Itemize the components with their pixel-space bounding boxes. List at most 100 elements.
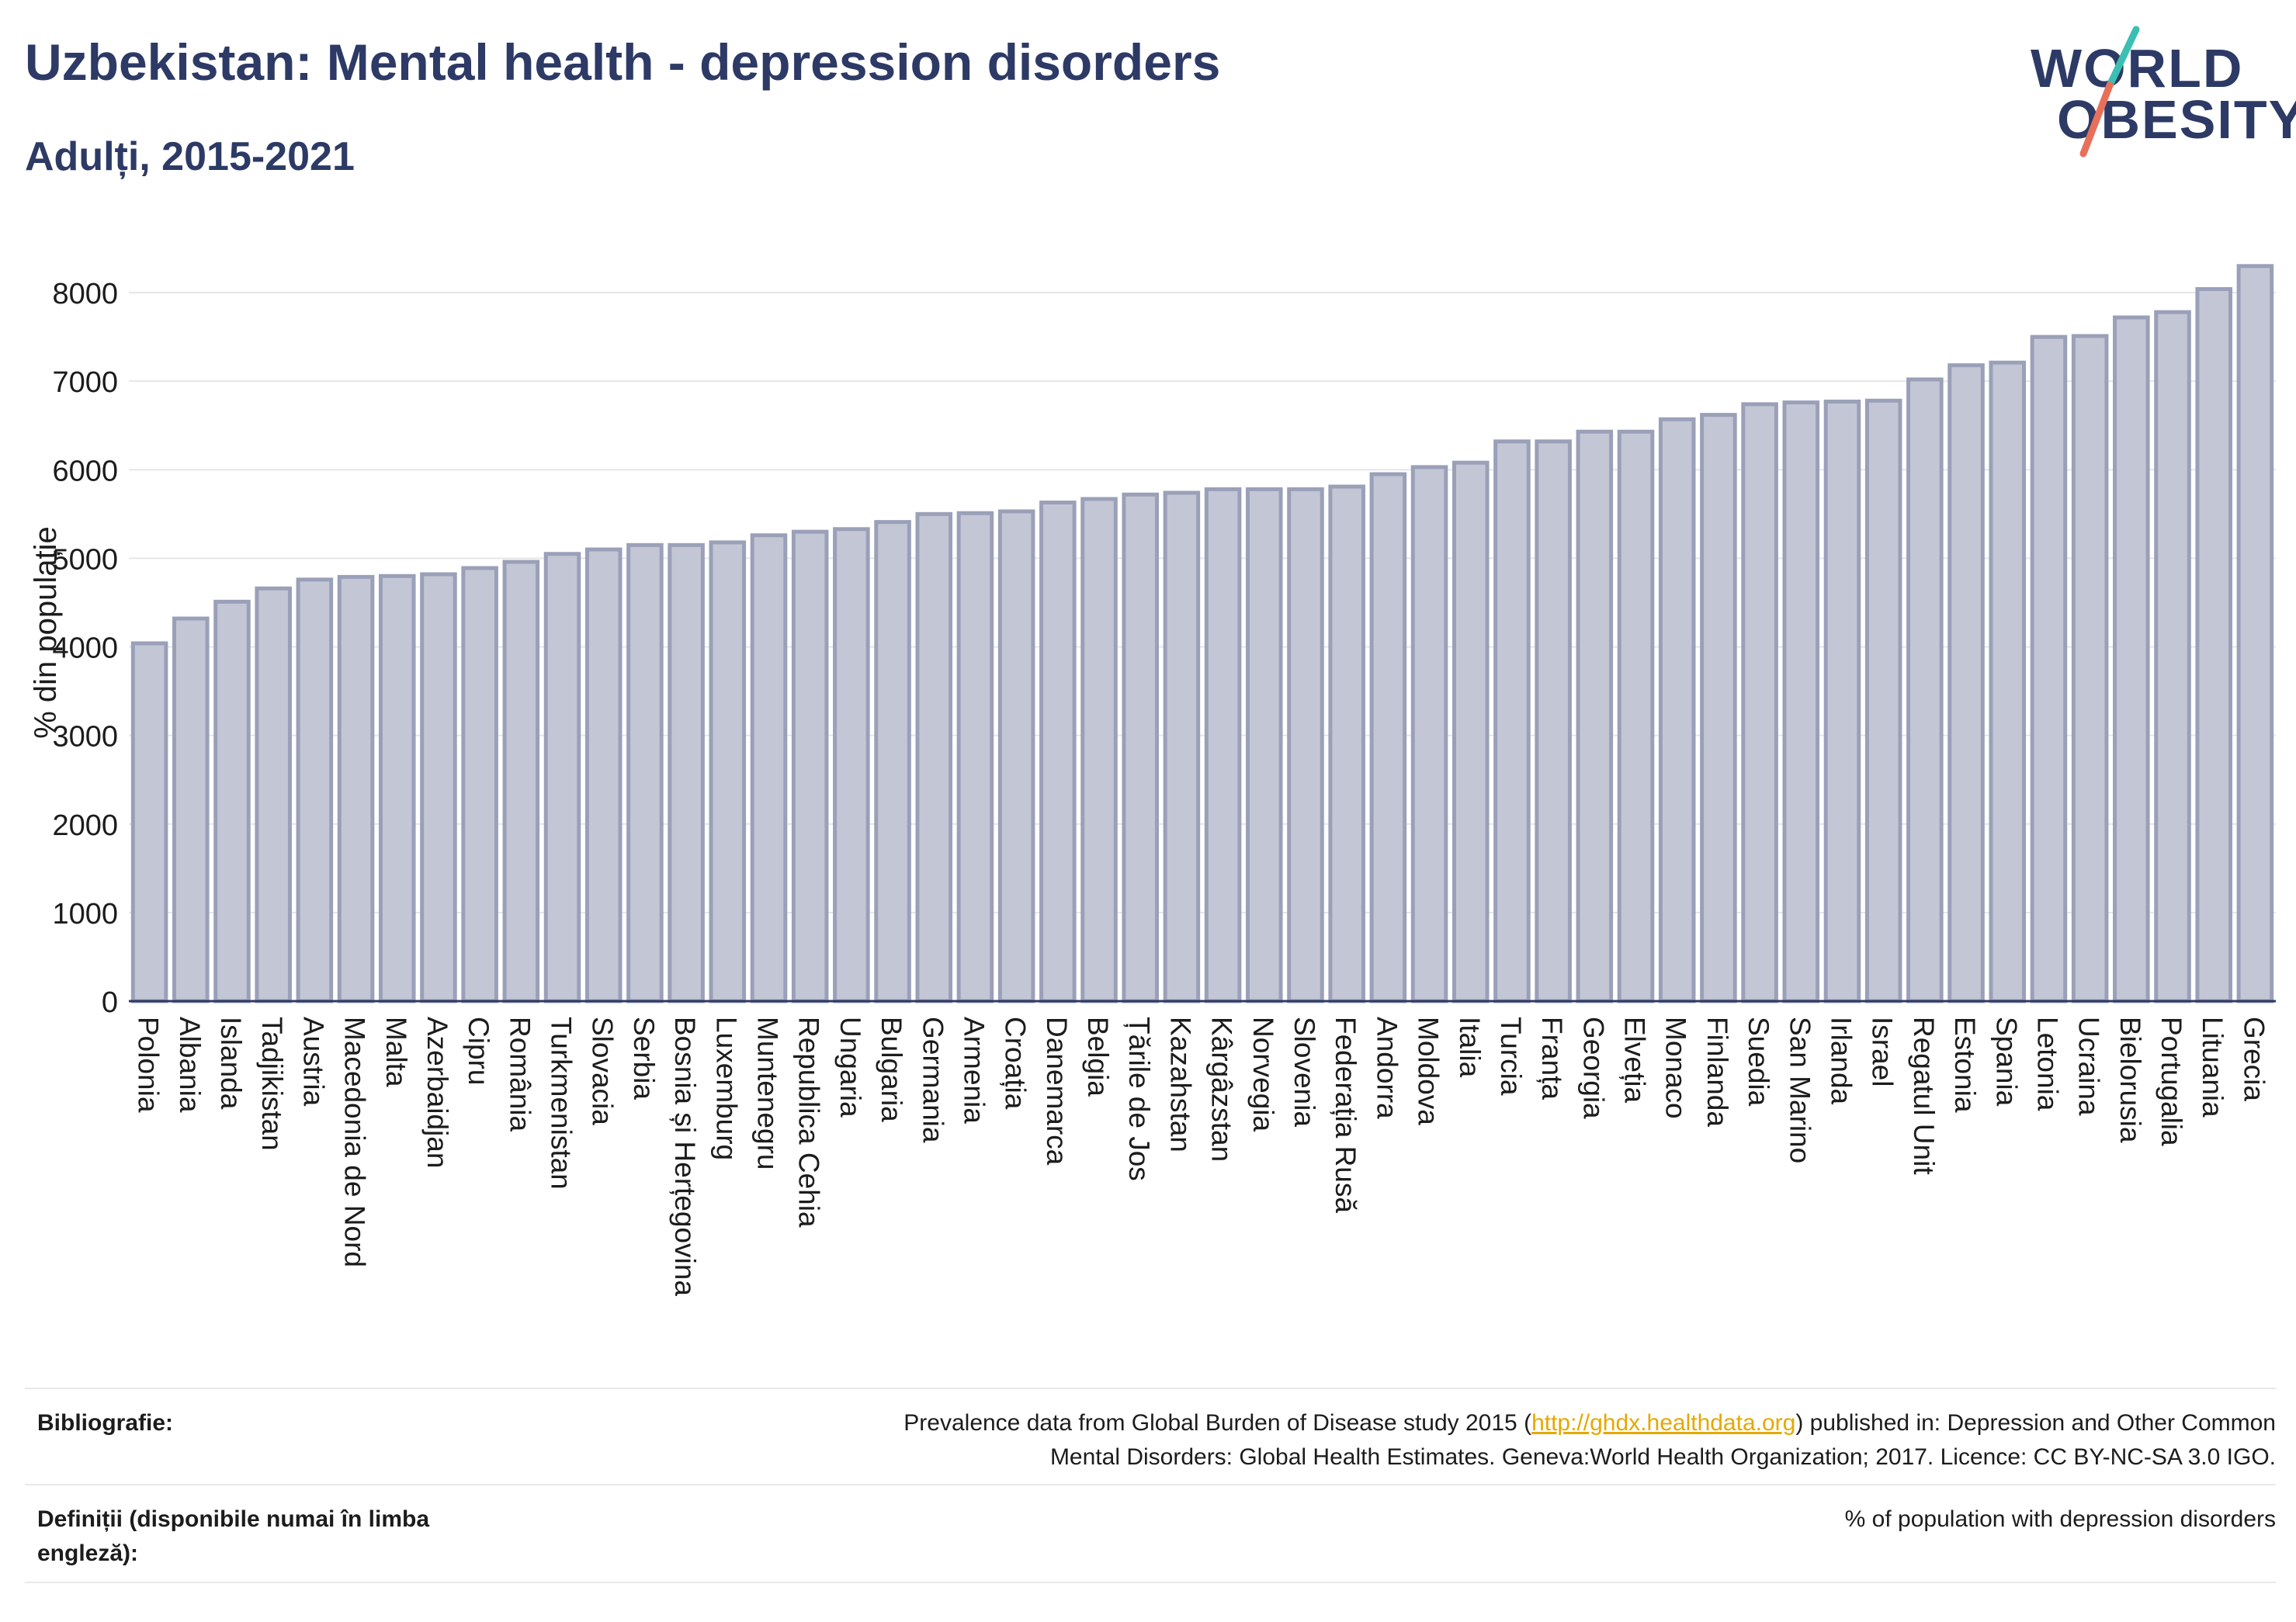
bar	[626, 542, 664, 1003]
bar	[255, 586, 292, 1003]
bar	[1576, 429, 1614, 1003]
y-tick-label: 1000	[52, 898, 118, 931]
definitions-label: Definiții (disponibile numai în limba en…	[37, 1502, 534, 1571]
bibliography-link[interactable]: http://ghdx.healthdata.org	[1531, 1410, 1796, 1436]
bar	[296, 577, 334, 1003]
x-tick-label: Elveția	[1619, 1017, 1651, 1103]
bibliography-label: Bibliografie:	[37, 1410, 174, 1436]
x-tick-label: Cipru	[463, 1017, 494, 1085]
x-tick-label: Bulgaria	[876, 1017, 907, 1122]
bar	[956, 511, 994, 1003]
bar	[2236, 264, 2274, 1003]
x-tick-label: Suedia	[1743, 1017, 1774, 1107]
bar	[709, 540, 747, 1003]
bar	[1782, 400, 1820, 1003]
x-tick-label: Tadjikistan	[256, 1017, 288, 1151]
bar	[1287, 487, 1324, 1003]
bibliography-pre: Prevalence data from Global Burden of Di…	[903, 1410, 1532, 1436]
x-tick-label: Azerbaidjan	[421, 1017, 453, 1168]
logo-line-1: WORLD	[2031, 38, 2244, 99]
bar	[420, 572, 457, 1003]
x-tick-label: Islanda	[215, 1017, 247, 1110]
x-tick-label: Slovacia	[587, 1017, 619, 1125]
bar	[1864, 398, 1902, 1003]
x-tick-label: Slovenia	[1288, 1017, 1320, 1127]
logo-slash-icon	[2079, 26, 2140, 158]
x-tick-label: Moldova	[1413, 1017, 1445, 1125]
bar	[378, 574, 416, 1003]
bar	[833, 527, 870, 1003]
bar	[2113, 315, 2150, 1003]
bibliography-post-1: ) published in: Depression and Other Com…	[1795, 1410, 2276, 1436]
y-tick-label: 8000	[52, 278, 118, 310]
bar	[543, 552, 581, 1003]
x-tick-label: Kazahstan	[1164, 1017, 1196, 1152]
x-tick-label: Georgia	[1577, 1017, 1609, 1119]
definitions-row: Definiții (disponibile numai în limba en…	[25, 1502, 2276, 1588]
bar	[1823, 399, 1861, 1003]
chart-bars	[130, 264, 2274, 1003]
bar	[2030, 334, 2068, 1003]
bibliography-row: Bibliografie: Prevalence data from Globa…	[25, 1406, 2276, 1492]
page-title: Uzbekistan: Mental health - depression d…	[25, 33, 1221, 91]
x-tick-label: Estonia	[1949, 1017, 1981, 1113]
x-tick-label: Monaco	[1660, 1017, 1692, 1119]
x-tick-label: Serbia	[628, 1017, 660, 1100]
bar	[1989, 360, 2027, 1003]
x-tick-label: Kârgâzstan	[1206, 1017, 1238, 1162]
x-tick-label: Danemarca	[1041, 1017, 1073, 1166]
x-tick-label: Luxemburg	[710, 1017, 742, 1160]
bar	[213, 599, 251, 1003]
bar	[502, 560, 540, 1003]
y-tick-label: 5000	[52, 543, 118, 576]
bar	[1122, 492, 1159, 1003]
y-axis-label: % din populație	[29, 526, 63, 739]
x-tick-label: Armenia	[958, 1017, 990, 1124]
bar	[1617, 429, 1655, 1003]
bar	[1410, 465, 1448, 1003]
x-tick-label: Norvegia	[1247, 1017, 1279, 1132]
x-tick-label: Austria	[297, 1017, 329, 1107]
definitions-label-line-2: engleză):	[37, 1541, 139, 1566]
bar	[750, 533, 788, 1003]
y-tick-label: 7000	[52, 366, 118, 399]
bar	[1039, 501, 1077, 1003]
x-tick-label: Turcia	[1495, 1017, 1527, 1096]
x-tick-label: Țările de Jos	[1123, 1017, 1155, 1181]
x-tick-label: Federația Rusă	[1330, 1017, 1361, 1213]
x-tick-label: Portugalia	[2156, 1017, 2187, 1146]
y-tick-label: 2000	[52, 809, 118, 842]
bar	[1080, 497, 1118, 1003]
bar	[997, 509, 1035, 1003]
bar	[1369, 472, 1407, 1003]
x-tick-label: Andorra	[1371, 1017, 1403, 1119]
bibliography-post-2: Mental Disorders: Global Health Estimate…	[1049, 1444, 2276, 1470]
bar	[130, 641, 168, 1003]
x-tick-label: Macedonia de Nord	[339, 1017, 371, 1267]
bar	[1658, 417, 1696, 1003]
footer-divider-bottom	[25, 1582, 2276, 1583]
bar	[1163, 490, 1201, 1003]
x-tick-label: Finlanda	[1701, 1017, 1733, 1127]
bar	[668, 542, 705, 1003]
bar	[2071, 334, 2109, 1003]
x-tick-label: Ungaria	[834, 1017, 866, 1118]
x-tick-label: Bielorusia	[2114, 1017, 2146, 1143]
x-tick-label: Irlanda	[1825, 1017, 1857, 1105]
bar	[461, 566, 498, 1003]
definitions-text: % of population with depression disorder…	[1844, 1506, 2276, 1532]
bar	[1741, 402, 1778, 1003]
bar-chart: 0 1000 2000 3000 4000 5000 6000 7000 8000 Poloni…	[29, 264, 2276, 1296]
x-tick-label: Ucraina	[2073, 1017, 2105, 1116]
bar	[1535, 439, 1572, 1003]
x-tick-label: Belgia	[1082, 1017, 1114, 1097]
x-tick-label: Republica Cehia	[793, 1017, 825, 1228]
world-obesity-logo: WORLD OBESITY	[2018, 23, 2296, 171]
x-tick-label: Muntenegru	[751, 1017, 783, 1170]
x-tick-label: Italia	[1454, 1017, 1486, 1078]
footer-divider-middle	[25, 1484, 2276, 1485]
x-axis-ticks: Polonia Albania Islanda Tadjikistan Austria M…	[133, 1017, 2270, 1296]
x-tick-label: România	[504, 1017, 536, 1132]
y-axis-ticks: 0 1000 2000 3000 4000 5000 6000 7000 8000	[52, 278, 118, 1019]
footer-divider-top	[25, 1388, 2276, 1389]
